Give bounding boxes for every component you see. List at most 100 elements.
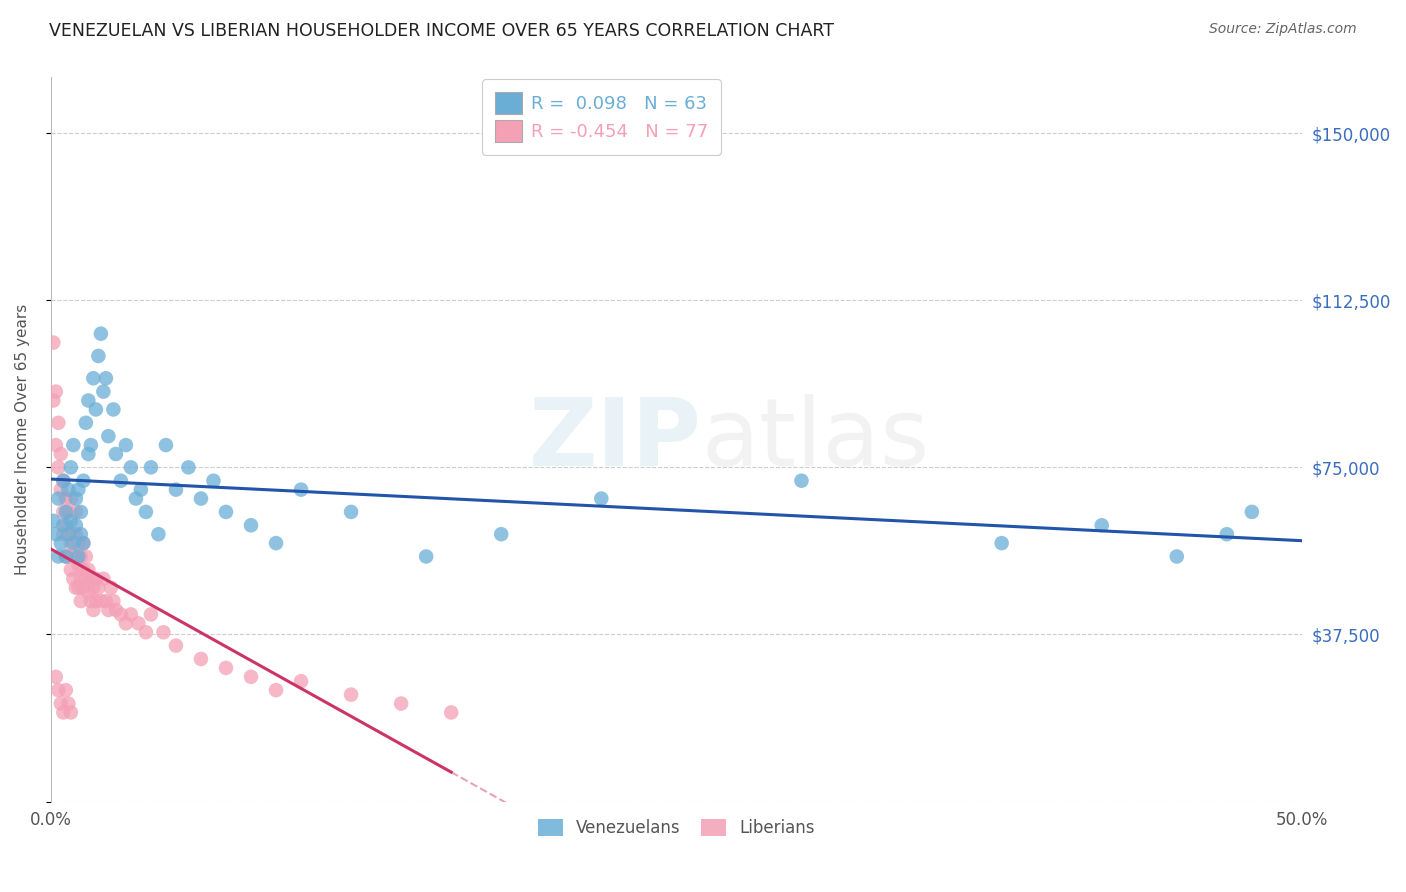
Point <box>87 581 110 595</box>
Point <box>65 527 87 541</box>
Point <box>42 514 65 528</box>
Point <box>139 460 162 475</box>
Point <box>67 558 90 573</box>
Point <box>62 438 84 452</box>
Point <box>190 491 212 506</box>
Point <box>389 697 412 711</box>
Point <box>1091 518 1114 533</box>
Point <box>58 483 80 497</box>
Point <box>59 491 82 506</box>
Point <box>72 536 94 550</box>
Point <box>94 594 117 608</box>
Point <box>45 670 67 684</box>
Point <box>70 505 93 519</box>
Point <box>440 706 463 720</box>
Text: VENEZUELAN VS LIBERIAN HOUSEHOLDER INCOME OVER 65 YEARS CORRELATION CHART: VENEZUELAN VS LIBERIAN HOUSEHOLDER INCOM… <box>49 22 834 40</box>
Point <box>55 549 77 564</box>
Point <box>70 549 93 564</box>
Point <box>264 536 287 550</box>
Point <box>72 536 94 550</box>
Point <box>52 474 75 488</box>
Point <box>58 527 80 541</box>
Point <box>75 416 97 430</box>
Point <box>70 594 93 608</box>
Point <box>84 572 107 586</box>
Point <box>59 563 82 577</box>
Point <box>49 447 72 461</box>
Point <box>120 460 142 475</box>
Point <box>129 483 152 497</box>
Point <box>67 536 90 550</box>
Point <box>990 536 1012 550</box>
Text: ZIP: ZIP <box>529 393 702 485</box>
Point <box>55 518 77 533</box>
Point <box>152 625 174 640</box>
Point <box>148 527 170 541</box>
Point <box>52 706 75 720</box>
Point <box>1166 549 1188 564</box>
Point <box>93 384 115 399</box>
Point <box>80 438 103 452</box>
Point <box>177 460 200 475</box>
Point <box>415 549 437 564</box>
Point <box>72 581 94 595</box>
Point <box>65 518 87 533</box>
Point <box>52 527 75 541</box>
Point <box>58 527 80 541</box>
Point <box>65 505 87 519</box>
Point <box>104 447 127 461</box>
Point <box>94 371 117 385</box>
Point <box>135 505 157 519</box>
Point <box>62 549 84 564</box>
Point <box>55 549 77 564</box>
Point <box>52 518 75 533</box>
Point <box>115 438 138 452</box>
Point <box>82 581 104 595</box>
Point <box>84 402 107 417</box>
Point <box>77 563 100 577</box>
Point <box>46 460 69 475</box>
Point <box>62 527 84 541</box>
Point <box>59 536 82 550</box>
Point <box>202 474 225 488</box>
Point <box>125 491 148 506</box>
Point <box>93 572 115 586</box>
Point <box>100 581 122 595</box>
Point <box>103 594 125 608</box>
Point <box>46 549 69 564</box>
Point <box>58 549 80 564</box>
Point <box>215 661 238 675</box>
Point <box>65 549 87 564</box>
Point <box>58 697 80 711</box>
Point <box>290 483 312 497</box>
Point <box>67 549 90 564</box>
Point <box>49 536 72 550</box>
Point <box>46 491 69 506</box>
Point <box>84 594 107 608</box>
Point <box>340 505 363 519</box>
Point <box>290 674 312 689</box>
Point <box>72 563 94 577</box>
Y-axis label: Householder Income Over 65 years: Householder Income Over 65 years <box>15 304 30 575</box>
Point <box>75 549 97 564</box>
Point <box>75 572 97 586</box>
Point <box>45 527 67 541</box>
Point <box>77 447 100 461</box>
Point <box>82 603 104 617</box>
Point <box>215 505 238 519</box>
Point <box>46 683 69 698</box>
Point <box>70 527 93 541</box>
Point <box>790 474 813 488</box>
Point <box>340 688 363 702</box>
Point <box>55 491 77 506</box>
Point <box>55 505 77 519</box>
Point <box>591 491 613 506</box>
Point <box>49 483 72 497</box>
Point <box>90 594 112 608</box>
Point <box>120 607 142 622</box>
Point <box>1216 527 1239 541</box>
Point <box>97 603 120 617</box>
Point <box>115 616 138 631</box>
Point <box>58 505 80 519</box>
Point <box>127 616 149 631</box>
